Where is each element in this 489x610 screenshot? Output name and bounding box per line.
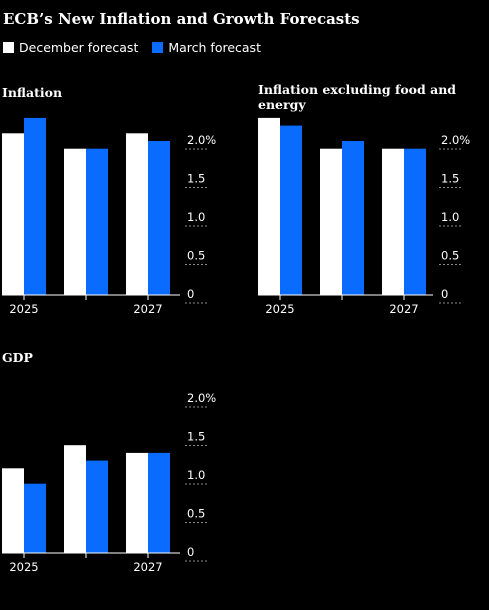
inflation-panel: Inflation 0 0.5 1.0 1.5 2.0% 2025 2027 [2, 85, 232, 345]
bar [126, 133, 148, 295]
y-tick-label: 0 [187, 545, 194, 559]
legend-item-december: December forecast [3, 40, 138, 55]
y-tick-label: 0 [441, 287, 448, 301]
y-tick-label: 1.0 [187, 468, 205, 482]
x-tick-label: 2025 [9, 560, 38, 574]
bar [382, 148, 404, 295]
x-tick-label: 2027 [389, 302, 418, 316]
y-tick-label: 1.0 [441, 210, 459, 224]
bar [342, 141, 364, 295]
y-tick-label: 0.5 [187, 249, 205, 263]
bar [86, 148, 108, 295]
bar [320, 148, 342, 295]
legend-swatch-march [152, 42, 164, 53]
core-inflation-chart: 0 0.5 1.0 1.5 2.0% 2025 2027 [258, 117, 470, 316]
y-tick-label: 0 [187, 287, 194, 301]
gdp-panel: GDP 0 0.5 1.0 1.5 2.0% 2025 2027 [2, 350, 232, 610]
legend-label-march: March forecast [168, 40, 261, 55]
panel-title-gdp: GDP [2, 350, 33, 365]
bar [126, 452, 148, 553]
bar [280, 125, 302, 295]
legend-label-december: December forecast [19, 40, 139, 55]
bar [258, 117, 280, 296]
x-tick-label: 2025 [265, 302, 294, 316]
chart-title: ECB’s New Inflation and Growth Forecasts [3, 10, 360, 28]
bar [2, 468, 24, 553]
x-tick-label: 2025 [9, 302, 38, 316]
panel-title-core-inflation: Inflation excluding food and energy [258, 82, 457, 112]
y-tick-label: 1.0 [187, 210, 205, 224]
bar [24, 117, 46, 296]
panel-title-inflation: Inflation [2, 85, 63, 100]
bar [86, 460, 108, 553]
gdp-chart: 0 0.5 1.0 1.5 2.0% 2025 2027 [2, 391, 216, 574]
bar [24, 483, 46, 553]
legend-item-march: March forecast [152, 40, 261, 55]
bar [148, 452, 170, 553]
y-tick-label: 1.5 [187, 172, 205, 186]
core-inflation-panel: Inflation excluding food and energy 0 0.5… [258, 82, 488, 342]
legend: December forecast March forecast [3, 40, 275, 55]
bar [64, 148, 86, 295]
y-tick-label: 2.0% [441, 133, 470, 147]
x-tick-label: 2027 [133, 302, 162, 316]
inflation-chart: 0 0.5 1.0 1.5 2.0% 2025 2027 [2, 117, 216, 316]
y-tick-label: 1.5 [187, 430, 205, 444]
legend-swatch-december [3, 42, 14, 53]
x-tick-label: 2027 [133, 560, 162, 574]
bar [404, 148, 426, 295]
y-tick-label: 2.0% [187, 133, 216, 147]
y-tick-label: 0.5 [187, 507, 205, 521]
y-tick-label: 2.0% [187, 391, 216, 405]
y-tick-label: 0.5 [441, 249, 459, 263]
bar [64, 445, 86, 553]
bar [2, 133, 24, 295]
bar [148, 141, 170, 295]
y-tick-label: 1.5 [441, 172, 459, 186]
